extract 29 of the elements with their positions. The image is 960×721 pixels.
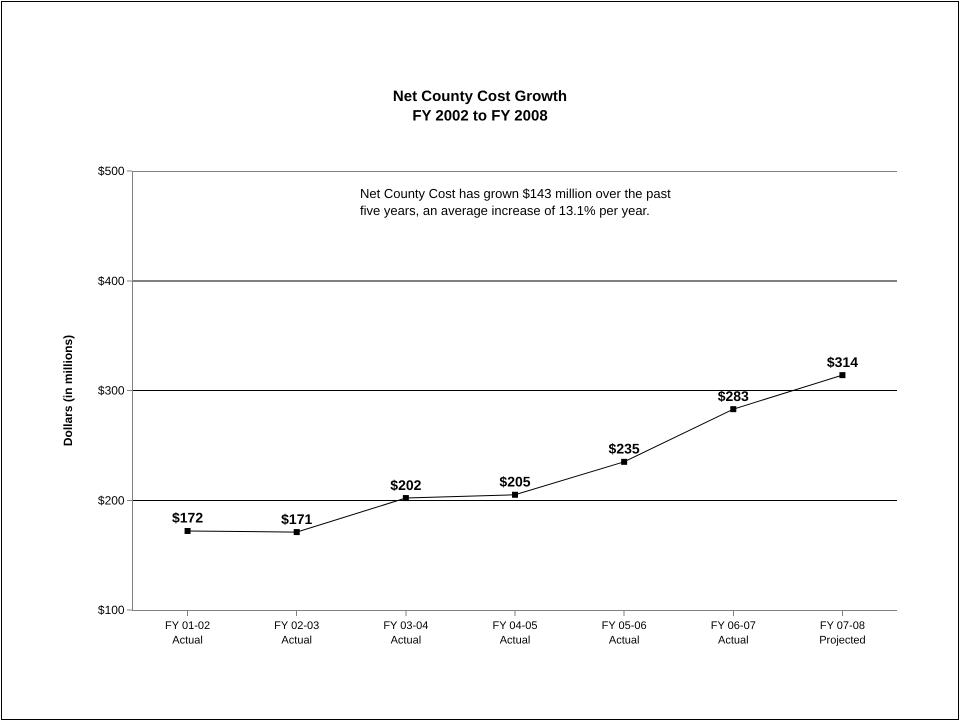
data-label: $202 — [390, 476, 422, 493]
data-label: $172 — [172, 510, 204, 526]
y-tick-label: $100 — [98, 603, 125, 618]
x-tick-label: FY 05-06 Actual — [602, 620, 647, 646]
y-tick-label: $500 — [98, 164, 125, 178]
x-tick-label: FY 04-05 Actual — [492, 620, 538, 646]
x-tick-label: FY 03-04 Actual — [383, 620, 428, 646]
y-tick-label: $400 — [98, 274, 125, 288]
x-tick-label: FY 07-08 Projected — [819, 620, 866, 646]
data-label: $171 — [281, 510, 312, 527]
point — [402, 495, 409, 502]
x-tick-label: FY 06-07 Actual — [710, 620, 756, 646]
point — [294, 529, 300, 536]
y-tick-label: $300 — [98, 384, 125, 398]
data-label: $314 — [826, 354, 858, 370]
x-tick-label: FY 02-03 Actual — [274, 620, 320, 646]
x-tick-label: FY 01-02 Actual — [165, 620, 210, 646]
y-tick-label: $200 — [98, 493, 125, 508]
y-axis-title: Dollars (in millions) — [61, 334, 76, 446]
point — [621, 458, 628, 465]
point — [184, 528, 191, 534]
point — [512, 492, 518, 498]
data-label: $235 — [608, 440, 640, 457]
chart-title: Net County Cost Growth FY 2002 to FY 2008 — [392, 88, 568, 124]
point — [730, 406, 736, 412]
annotation: Net County Cost has grown $143 million over the past five years, an average increase of 13.1% per year. — [360, 186, 672, 218]
point — [839, 372, 846, 378]
data-label: $205 — [499, 474, 531, 490]
data-label: $283 — [718, 388, 750, 404]
